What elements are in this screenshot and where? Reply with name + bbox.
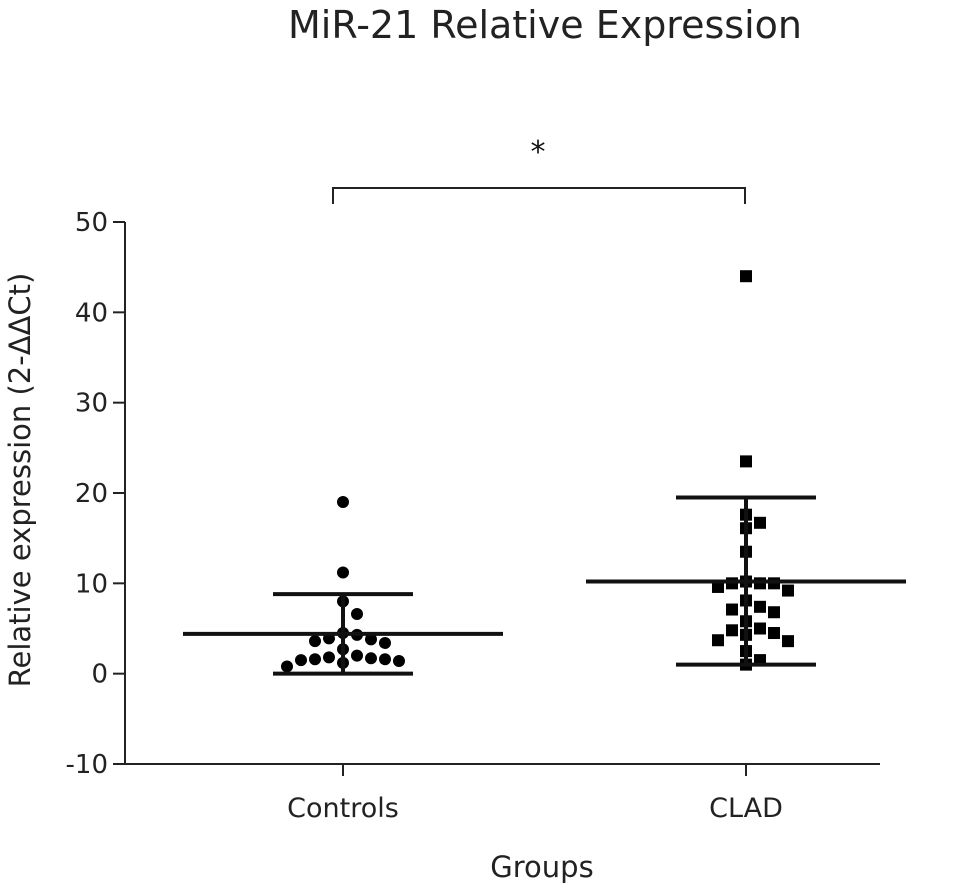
data-point	[726, 624, 738, 637]
data-point	[740, 270, 752, 283]
data-point	[754, 516, 766, 529]
y-axis-ticks: -10 0 10 20 30 40 50	[66, 208, 125, 780]
data-point	[365, 652, 377, 665]
y-tick-label: 40	[75, 298, 108, 328]
y-tick-label: 50	[75, 208, 108, 238]
error-bars	[183, 495, 906, 676]
data-point	[337, 566, 349, 579]
chart-title: MiR-21 Relative Expression	[288, 3, 802, 47]
significance-bracket	[332, 187, 746, 204]
data-point	[379, 636, 391, 649]
y-tick-label: 30	[75, 389, 108, 419]
x-category-label-clad: CLAD	[709, 793, 783, 824]
data-point	[323, 651, 335, 664]
data-point	[295, 654, 307, 667]
y-tick-label: 0	[91, 660, 108, 690]
data-point	[782, 584, 794, 597]
data-point	[768, 606, 780, 619]
data-point	[712, 580, 724, 593]
data-point	[351, 649, 363, 662]
x-axis-label: Groups	[490, 850, 593, 884]
y-tick-label: -10	[66, 750, 108, 780]
data-point	[754, 600, 766, 613]
y-tick-label: 20	[75, 479, 108, 509]
data-point	[740, 455, 752, 468]
data-point	[782, 635, 794, 648]
data-point	[393, 655, 405, 668]
data-points	[281, 270, 794, 673]
significance-marker: *	[531, 135, 546, 170]
data-point	[365, 633, 377, 646]
data-point	[281, 660, 293, 673]
y-tick-label: 10	[75, 569, 108, 599]
data-point	[351, 608, 363, 621]
data-point	[726, 603, 738, 616]
data-point	[379, 653, 391, 666]
data-point	[337, 496, 349, 509]
data-point	[754, 622, 766, 635]
data-point	[768, 627, 780, 640]
data-point	[712, 634, 724, 647]
y-axis-label: Relative expression (2-ΔΔCt)	[3, 273, 37, 688]
x-category-label-controls: Controls	[287, 793, 399, 824]
data-point	[309, 653, 321, 666]
data-point	[309, 635, 321, 648]
